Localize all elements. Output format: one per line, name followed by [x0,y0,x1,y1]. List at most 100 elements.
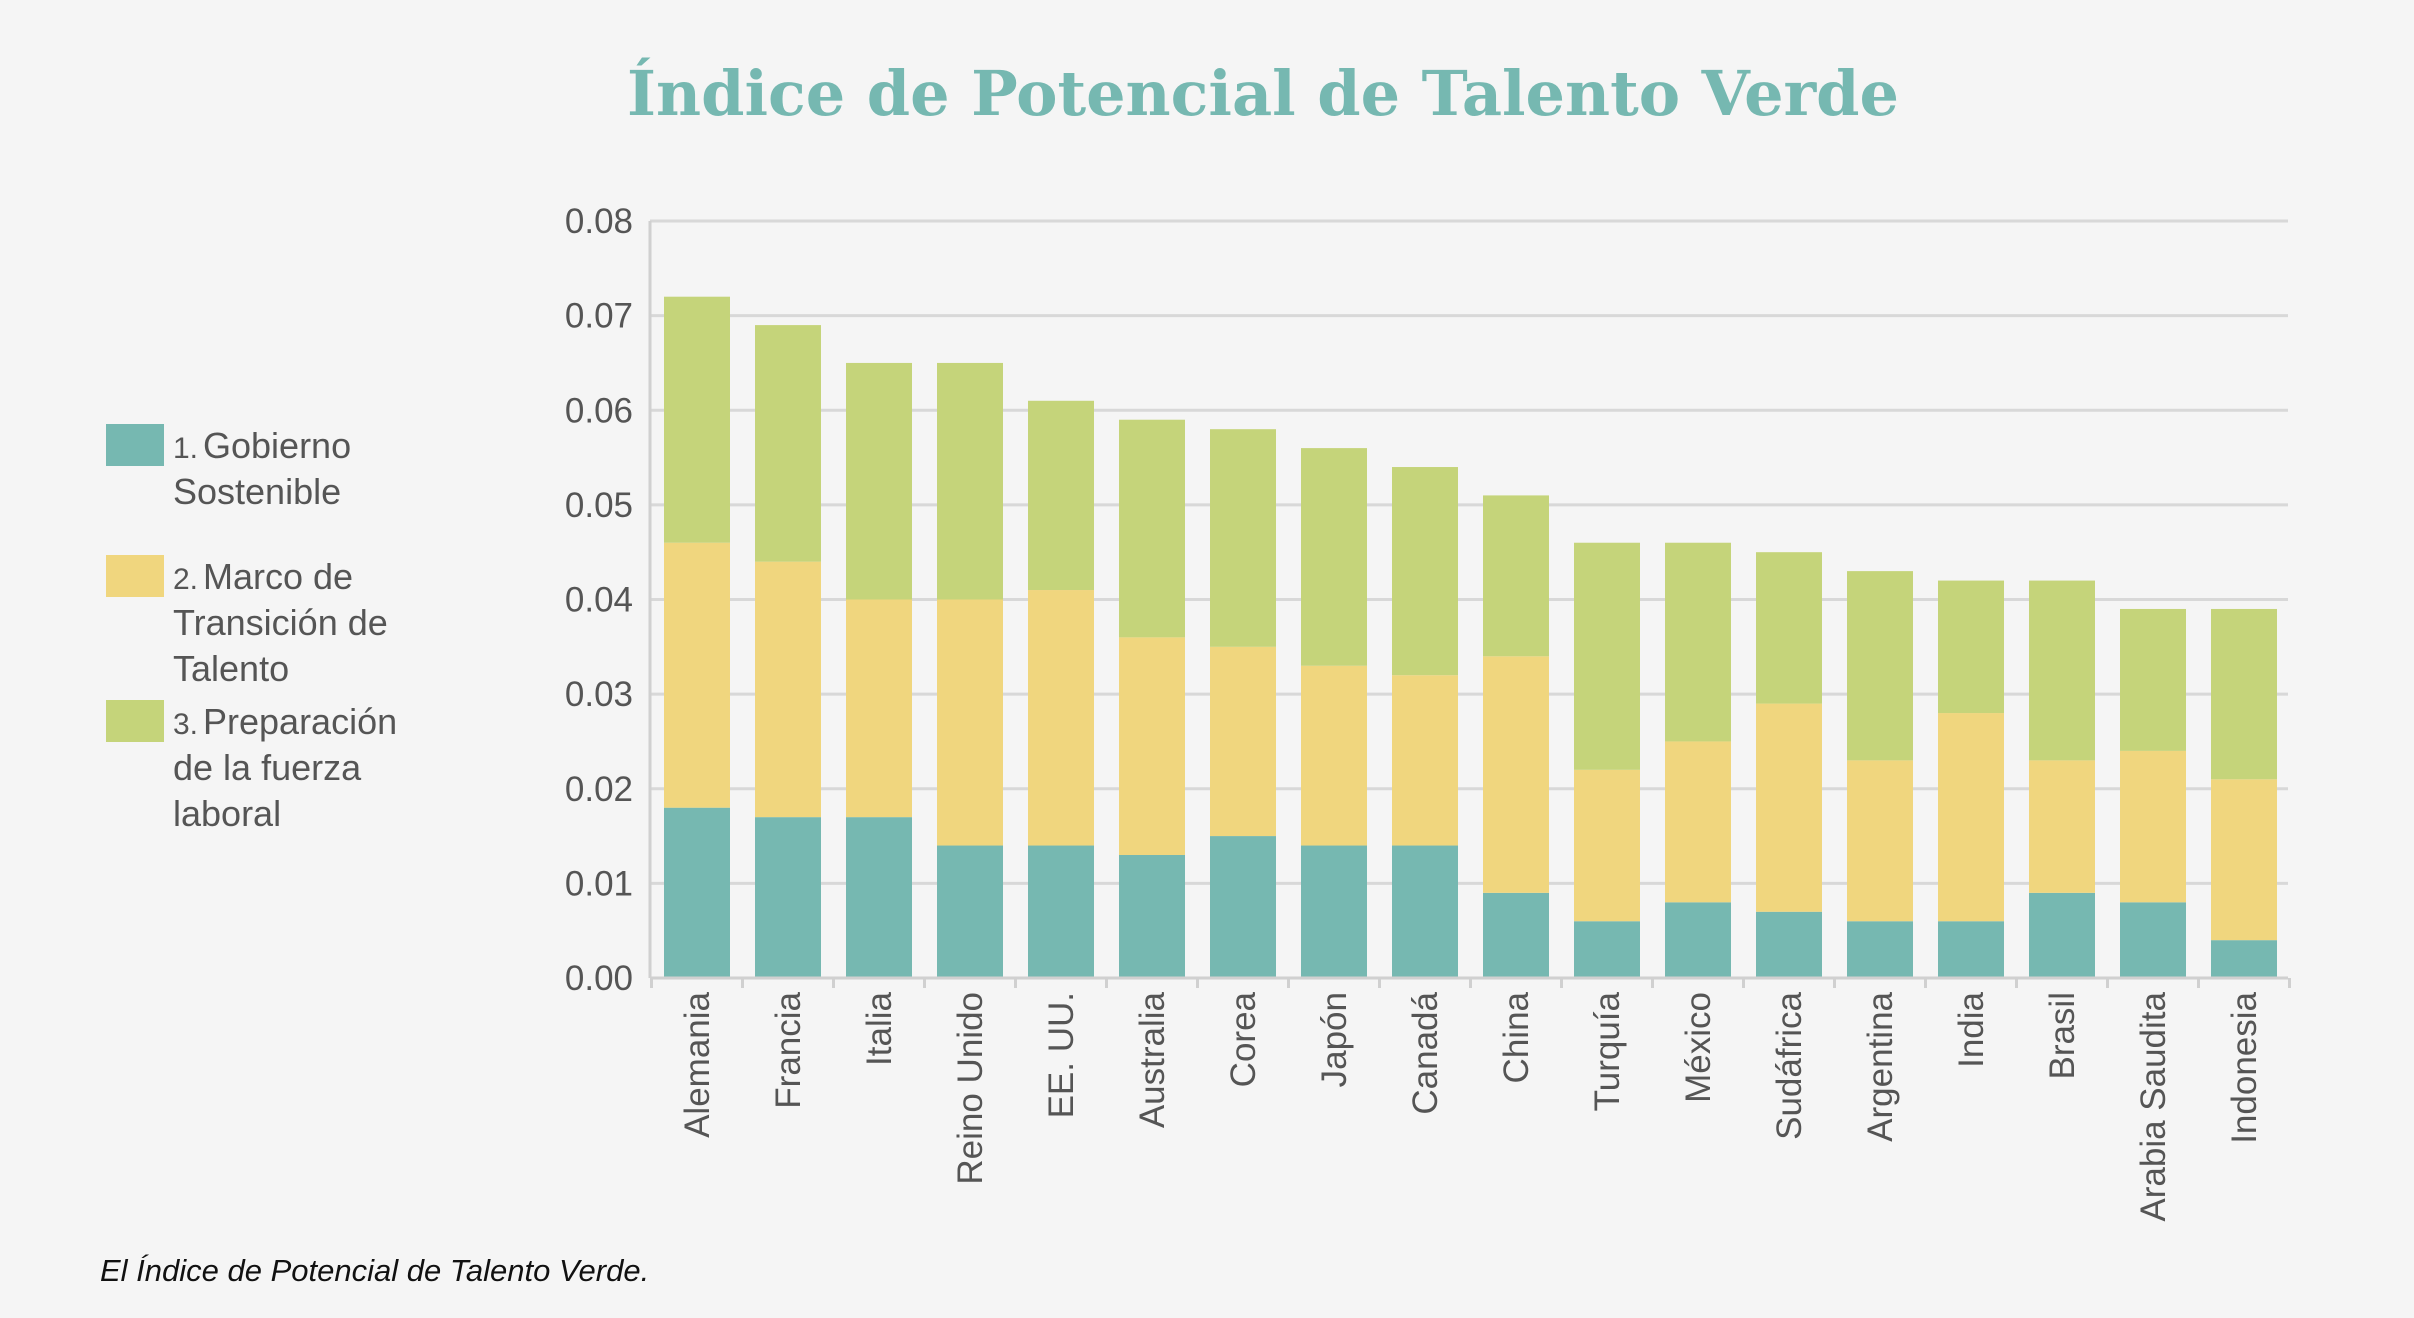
bar-segment [1756,703,1822,912]
bar-segment [1483,656,1549,893]
x-category-label: Arabia Saudita [2134,991,2173,1221]
y-tick-label: 0.01 [565,864,633,903]
bar-segment [1392,467,1458,676]
bar-segment [1028,590,1094,846]
legend-label: Transición de [173,602,388,643]
x-category-label: Reino Unido [951,992,990,1185]
legend-number: 2. [173,563,198,596]
bar-segment [2120,608,2186,751]
bar-segment [1938,580,2004,714]
x-category-label: Sudáfrica [1770,991,1809,1139]
y-tick-label: 0.06 [565,391,633,430]
legend-swatch [106,424,164,466]
x-category-label: Italia [860,991,899,1065]
bar-segment [1847,571,1913,761]
bar-segment [1938,713,2004,922]
y-tick-label: 0.07 [565,297,633,336]
x-axis-labels: Alemania Francia Italia Reino Unido EE. UU. A… [678,991,2264,1221]
bar-segment [755,325,821,562]
y-tick-label: 0.05 [565,486,633,525]
y-tick-label: 0.00 [565,959,633,998]
legend-label: de la fuerza [173,747,362,788]
bar-segment [1574,542,1640,770]
bar-segment [2120,750,2186,903]
bar-segment [2120,902,2186,978]
legend-label: Talento [173,648,289,689]
bar-segment [1665,741,1731,903]
x-category-label: India [1952,991,1991,1067]
legend-number: 1. [173,432,198,465]
bar-segment [846,817,912,978]
bar-segment [1847,760,1913,922]
bar-segment [846,362,912,600]
bar-segment [2029,760,2095,893]
bar-segment [1483,495,1549,657]
legend: 1. Gobierno Sostenible 2. Marco de Transición… [106,424,397,834]
bar-segment [1028,845,1094,978]
bar-segment [664,542,730,808]
x-category-label: Japón [1315,992,1354,1087]
bar-segment [1847,921,1913,978]
bar-segment [1938,921,2004,978]
y-tick-label: 0.04 [565,581,633,620]
bar-segment [1665,902,1731,978]
bar-segment [1210,836,1276,978]
legend-label: laboral [173,793,281,834]
bar-segment [937,362,1003,600]
chart-title: Índice de Potencial de Talento Verde [627,57,1899,130]
bar-segment [1301,448,1367,666]
legend-label: Gobierno [203,425,351,466]
x-category-label: Indonesia [2225,991,2264,1143]
bar-segment [937,845,1003,978]
figure-caption: El Índice de Potencial de Talento Verde. [100,1253,649,1288]
bar-segment [1119,637,1185,855]
x-category-label: Turquía [1588,991,1627,1111]
bar-segment [2029,580,2095,761]
gridlines [650,219,2288,885]
x-category-label: EE. UU. [1042,992,1081,1118]
bar-segment [2211,940,2277,978]
bar-segment [1483,892,1549,978]
bar-segment [1574,921,1640,978]
x-category-label: Argentina [1861,991,1900,1141]
x-category-label: Canadá [1406,991,1445,1114]
x-category-label: Brasil [2043,992,2082,1080]
bar-segment [1756,911,1822,978]
bar-segment [2211,779,2277,941]
bars [664,296,2277,978]
x-category-label: China [1497,991,1536,1083]
legend-label: Marco de [203,556,353,597]
bar-segment [755,561,821,818]
y-axis-ticks: 0.00 0.01 0.02 0.03 0.04 0.05 0.06 0.07 0.08 [565,202,633,998]
x-category-label: Francia [769,991,808,1108]
bar-segment [664,296,730,543]
bar-segment [2029,892,2095,978]
axes [648,221,2291,988]
bar-segment [1210,646,1276,837]
bar-segment [1756,552,1822,704]
bar-segment [1028,400,1094,591]
bar-segment [1210,429,1276,647]
bar-segment [846,599,912,818]
bar-segment [1665,542,1731,742]
y-tick-label: 0.02 [565,770,633,809]
bar-segment [1392,845,1458,978]
bar-segment [1301,845,1367,978]
bar-segment [1119,419,1185,638]
y-tick-label: 0.03 [565,675,633,714]
x-category-label: Corea [1224,991,1263,1087]
legend-number: 3. [173,708,198,741]
bar-segment [2211,608,2277,780]
bar-segment [937,599,1003,846]
legend-swatch [106,555,164,597]
x-category-label: Alemania [678,991,717,1137]
x-category-label: Australia [1133,991,1172,1128]
bar-segment [1301,665,1367,846]
x-category-label: México [1679,992,1718,1103]
legend-swatch [106,700,164,742]
bar-segment [755,817,821,978]
bar-segment [1392,675,1458,846]
legend-label: Preparación [203,701,397,742]
bar-segment [664,807,730,978]
